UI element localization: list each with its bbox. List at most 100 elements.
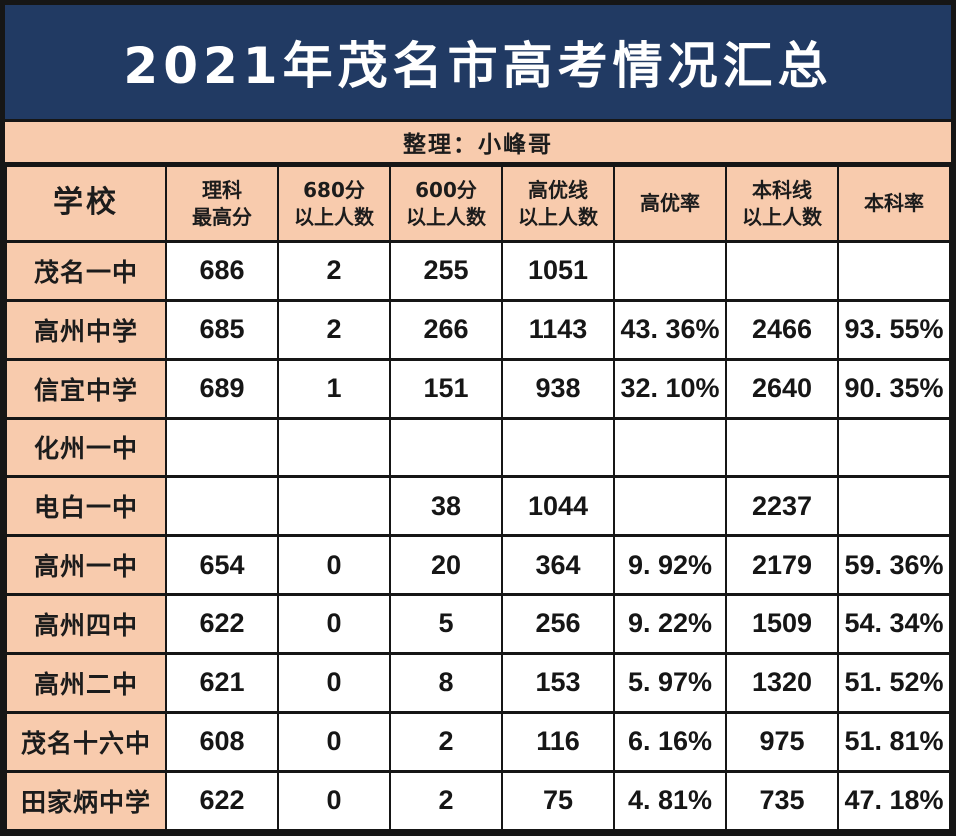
- data-cell: 153: [501, 652, 615, 714]
- data-cell: 1: [277, 358, 391, 420]
- results-table: 学校 理科 最高分 680分 以上人数 600分 以上人数 高优线 以上人数 高优率 本…: [5, 164, 951, 831]
- data-cell: 47. 18%: [837, 770, 951, 831]
- data-cell: [837, 417, 951, 478]
- data-cell: 266: [389, 299, 503, 361]
- table-row: 高州一中 654 0 20 364 9. 92% 2179 59. 36%: [5, 534, 951, 596]
- data-cell: 0: [277, 711, 391, 773]
- data-cell: [837, 240, 951, 302]
- table-row: 高州二中 621 0 8 153 5. 97% 1320 51. 52%: [5, 652, 951, 714]
- data-cell: 32. 10%: [613, 358, 727, 420]
- table-row: 茂名一中 686 2 255 1051: [5, 240, 951, 302]
- col-header-above-600: 600分 以上人数: [389, 164, 503, 243]
- data-cell: 255: [389, 240, 503, 302]
- data-cell: 2237: [725, 475, 839, 537]
- data-cell: [277, 417, 391, 478]
- data-cell: 2: [389, 711, 503, 773]
- data-cell: 689: [165, 358, 279, 420]
- data-cell: 621: [165, 652, 279, 714]
- data-cell: 43. 36%: [613, 299, 727, 361]
- data-cell: 1320: [725, 652, 839, 714]
- data-cell: 4. 81%: [613, 770, 727, 831]
- table-row: 化州一中: [5, 417, 951, 478]
- data-cell: 75: [501, 770, 615, 831]
- data-cell: [613, 417, 727, 478]
- data-cell: 38: [389, 475, 503, 537]
- data-cell: 0: [277, 534, 391, 596]
- data-cell: 51. 52%: [837, 652, 951, 714]
- data-cell: 1044: [501, 475, 615, 537]
- school-name-cell: 电白一中: [5, 475, 167, 537]
- school-name-cell: 高州二中: [5, 652, 167, 714]
- data-cell: 116: [501, 711, 615, 773]
- school-name-cell: 茂名十六中: [5, 711, 167, 773]
- data-cell: [837, 475, 951, 537]
- col-header-school: 学校: [5, 164, 167, 243]
- data-cell: 685: [165, 299, 279, 361]
- data-cell: 9. 22%: [613, 593, 727, 655]
- page-title: 2021年茂名市高考情况汇总: [5, 5, 951, 122]
- data-cell: 622: [165, 593, 279, 655]
- col-header-priority-rate: 高优率: [613, 164, 727, 243]
- data-cell: 1051: [501, 240, 615, 302]
- data-cell: 59. 36%: [837, 534, 951, 596]
- data-cell: 9. 92%: [613, 534, 727, 596]
- data-cell: 2: [389, 770, 503, 831]
- data-cell: 54. 34%: [837, 593, 951, 655]
- data-cell: 2466: [725, 299, 839, 361]
- school-name-cell: 茂名一中: [5, 240, 167, 302]
- data-cell: 20: [389, 534, 503, 596]
- data-cell: 0: [277, 593, 391, 655]
- col-header-above-680: 680分 以上人数: [277, 164, 391, 243]
- data-cell: 51. 81%: [837, 711, 951, 773]
- data-cell: 0: [277, 770, 391, 831]
- data-cell: 5: [389, 593, 503, 655]
- table-row: 电白一中 38 1044 2237: [5, 475, 951, 537]
- col-header-undergrad-rate: 本科率: [837, 164, 951, 243]
- data-cell: [165, 475, 279, 537]
- data-cell: 735: [725, 770, 839, 831]
- header-row: 学校 理科 最高分 680分 以上人数 600分 以上人数 高优线 以上人数 高优率 本…: [5, 164, 951, 243]
- data-cell: [613, 240, 727, 302]
- data-cell: 93. 55%: [837, 299, 951, 361]
- table-row: 茂名十六中 608 0 2 116 6. 16% 975 51. 81%: [5, 711, 951, 773]
- table-row: 信宜中学 689 1 151 938 32. 10% 2640 90. 35%: [5, 358, 951, 420]
- data-cell: 364: [501, 534, 615, 596]
- school-name-cell: 高州一中: [5, 534, 167, 596]
- data-cell: 654: [165, 534, 279, 596]
- data-cell: [389, 417, 503, 478]
- data-cell: [165, 417, 279, 478]
- table-row: 高州四中 622 0 5 256 9. 22% 1509 54. 34%: [5, 593, 951, 655]
- data-cell: 8: [389, 652, 503, 714]
- data-cell: [613, 475, 727, 537]
- data-cell: 608: [165, 711, 279, 773]
- data-cell: 2: [277, 240, 391, 302]
- data-cell: 90. 35%: [837, 358, 951, 420]
- school-name-cell: 高州四中: [5, 593, 167, 655]
- data-cell: [277, 475, 391, 537]
- school-name-cell: 化州一中: [5, 417, 167, 478]
- table-row: 高州中学 685 2 266 1143 43. 36% 2466 93. 55%: [5, 299, 951, 361]
- school-name-cell: 田家炳中学: [5, 770, 167, 831]
- school-name-cell: 高州中学: [5, 299, 167, 361]
- subtitle-credit: 整理：小峰哥: [5, 122, 951, 164]
- data-cell: 975: [725, 711, 839, 773]
- col-header-science-max: 理科 最高分: [165, 164, 279, 243]
- data-cell: 5. 97%: [613, 652, 727, 714]
- data-cell: 0: [277, 652, 391, 714]
- school-name-cell: 信宜中学: [5, 358, 167, 420]
- data-cell: 2640: [725, 358, 839, 420]
- data-cell: 938: [501, 358, 615, 420]
- data-cell: [725, 417, 839, 478]
- data-cell: 6. 16%: [613, 711, 727, 773]
- data-cell: 1143: [501, 299, 615, 361]
- data-cell: 622: [165, 770, 279, 831]
- data-cell: 2179: [725, 534, 839, 596]
- table-row: 田家炳中学 622 0 2 75 4. 81% 735 47. 18%: [5, 770, 951, 831]
- data-cell: [501, 417, 615, 478]
- data-cell: 256: [501, 593, 615, 655]
- data-cell: 686: [165, 240, 279, 302]
- data-cell: 151: [389, 358, 503, 420]
- data-cell: 1509: [725, 593, 839, 655]
- data-cell: [725, 240, 839, 302]
